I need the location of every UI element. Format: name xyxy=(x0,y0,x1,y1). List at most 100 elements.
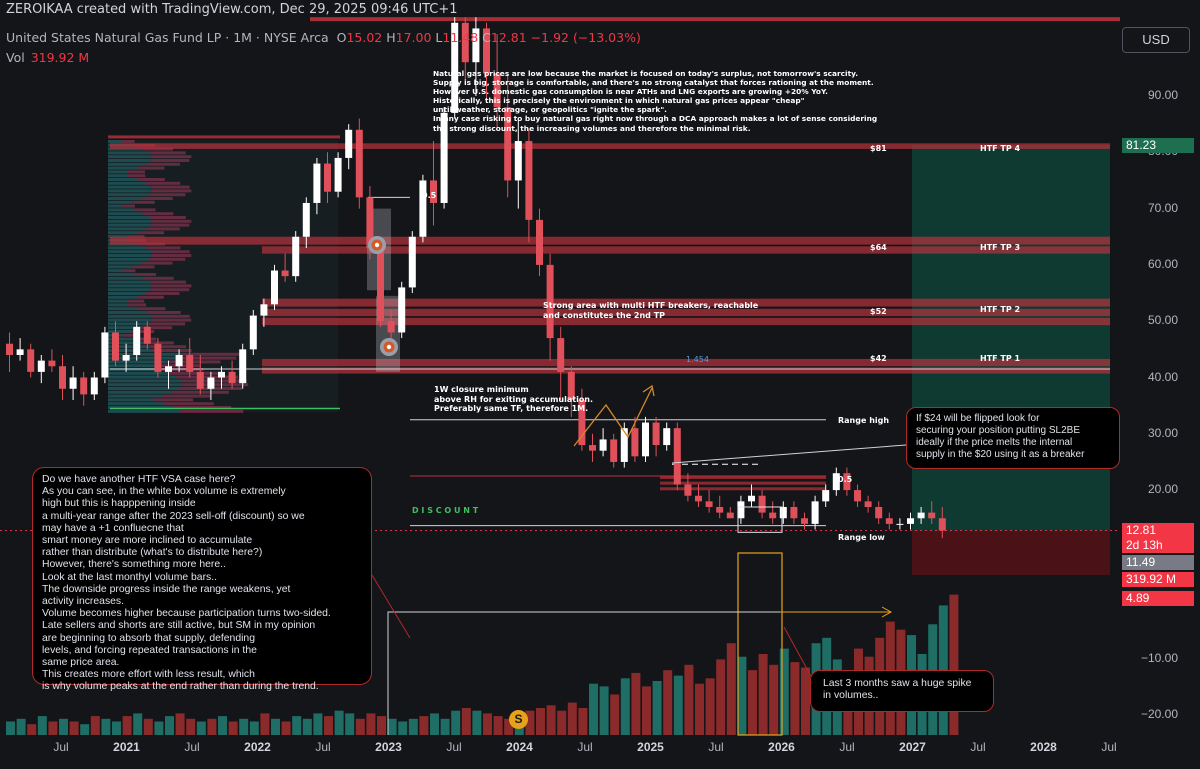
volume-profile-bar xyxy=(151,314,190,318)
volume-profile-bar xyxy=(145,292,180,295)
volume-profile-bar xyxy=(108,314,152,318)
volume-profile-bar xyxy=(150,159,190,162)
high-label: H xyxy=(386,30,396,45)
volume-profile-bar xyxy=(108,295,138,299)
volume-profile-bar xyxy=(108,166,138,170)
volume-profile-bar xyxy=(108,257,149,261)
volume-bar xyxy=(207,718,217,735)
price-axis-tick: −10.00 xyxy=(1140,651,1178,665)
candle-body xyxy=(589,445,596,451)
candle-body xyxy=(239,349,247,384)
volume-profile-bar xyxy=(108,307,139,311)
volume-bar xyxy=(334,710,344,735)
volume-profile-bar xyxy=(108,330,133,333)
top-note: Natural gas prices are low because the m… xyxy=(433,69,878,133)
volume-profile-bar xyxy=(150,288,190,292)
volume-spike-box-outline xyxy=(737,552,783,736)
volume-bar xyxy=(451,710,461,735)
volume-profile-bar xyxy=(108,390,172,394)
volume-bar xyxy=(663,670,673,735)
candle-body xyxy=(90,377,98,395)
candle-body xyxy=(557,338,565,372)
candle-body xyxy=(27,349,35,372)
volume-comparison-line xyxy=(387,611,880,735)
volume-profile-bar xyxy=(108,387,179,390)
volume-bar xyxy=(313,713,323,735)
candle-body xyxy=(387,321,395,333)
volume-profile-bar xyxy=(151,318,192,322)
volume-profile-bar xyxy=(108,200,133,204)
close-label: C xyxy=(482,30,491,45)
volume-bar xyxy=(525,710,535,735)
price-axis-tick: 30.00 xyxy=(1147,425,1178,440)
volume-bar xyxy=(387,718,397,735)
candle-body xyxy=(69,377,77,389)
volume-bar xyxy=(790,662,800,735)
volume-profile-bar xyxy=(108,292,146,295)
volume-profile-bar xyxy=(151,219,192,223)
volume-profile-bar xyxy=(108,318,152,322)
volume-profile-bar xyxy=(145,227,180,231)
range-low-label: Range low xyxy=(838,533,885,542)
volume-profile-bar xyxy=(145,162,181,166)
volume-profile-bar xyxy=(108,227,146,231)
symbol-legend[interactable]: United States Natural Gas Fund LP · 1M ·… xyxy=(6,30,641,45)
projection-arrow-head xyxy=(642,384,655,397)
volume-bar xyxy=(101,718,111,735)
tp1-price-label: $42 xyxy=(870,354,887,363)
volume-profile-area xyxy=(108,140,338,412)
candle-body xyxy=(292,236,300,277)
candle-body xyxy=(101,332,109,378)
symbol-title[interactable]: United States Natural Gas Fund LP · 1M ·… xyxy=(6,30,329,45)
candle-body xyxy=(864,501,872,507)
volume-profile-bar xyxy=(108,375,177,379)
stop-loss-zone xyxy=(912,530,1110,576)
candle-body xyxy=(80,377,88,395)
volume-profile-bar xyxy=(108,303,129,307)
volume-profile-bar xyxy=(108,269,123,273)
price-axis-tick: 60.00 xyxy=(1147,256,1178,271)
volume-bar xyxy=(186,718,196,735)
candle-body xyxy=(196,371,204,389)
candle-body xyxy=(472,28,480,63)
price-axis-tick: 20.00 xyxy=(1147,482,1178,497)
price-axis-tick: 50.00 xyxy=(1147,313,1178,328)
volume-profile-bar xyxy=(133,208,156,212)
candle-body xyxy=(324,163,331,192)
target-icon-center xyxy=(374,242,380,248)
volume-profile-bar xyxy=(168,371,223,375)
volume-profile-bar xyxy=(122,140,135,143)
time-axis-tick: Jul xyxy=(970,740,986,754)
vsa-callout-line xyxy=(371,574,411,639)
htf-zone xyxy=(262,308,1110,317)
candle-body xyxy=(366,197,374,249)
candle-body xyxy=(896,523,904,525)
price-axis-tick: 70.00 xyxy=(1147,200,1178,215)
volume-profile-bar xyxy=(151,349,192,352)
currency-button[interactable]: USD xyxy=(1122,27,1190,53)
volume-bar xyxy=(6,721,15,735)
htf-zone xyxy=(262,246,1110,254)
volume-profile-bar xyxy=(108,208,134,212)
candle-body xyxy=(48,360,56,367)
volume-bar xyxy=(705,678,715,735)
volume-profile-bar xyxy=(163,402,214,406)
candle-body xyxy=(938,518,946,531)
internal-supply-zone xyxy=(660,487,826,491)
event-marker-icon[interactable]: S xyxy=(509,710,528,729)
volume-bar xyxy=(461,708,471,735)
volume-bar xyxy=(536,708,545,735)
candle-body xyxy=(440,112,448,203)
volume-profile-bar xyxy=(127,235,145,238)
time-axis-tick: 2024 xyxy=(506,740,533,754)
volume-bar xyxy=(546,705,556,735)
candle-body xyxy=(642,422,649,457)
time-axis-tick: Jul xyxy=(577,740,593,754)
volume-bar xyxy=(557,710,567,735)
volume-profile-bar xyxy=(108,280,150,284)
volume-profile-bar xyxy=(132,330,155,333)
volume-profile-bar xyxy=(175,356,237,360)
candle-body xyxy=(430,180,437,203)
volume-bar xyxy=(684,664,694,735)
volume-profile-bar xyxy=(138,307,166,311)
